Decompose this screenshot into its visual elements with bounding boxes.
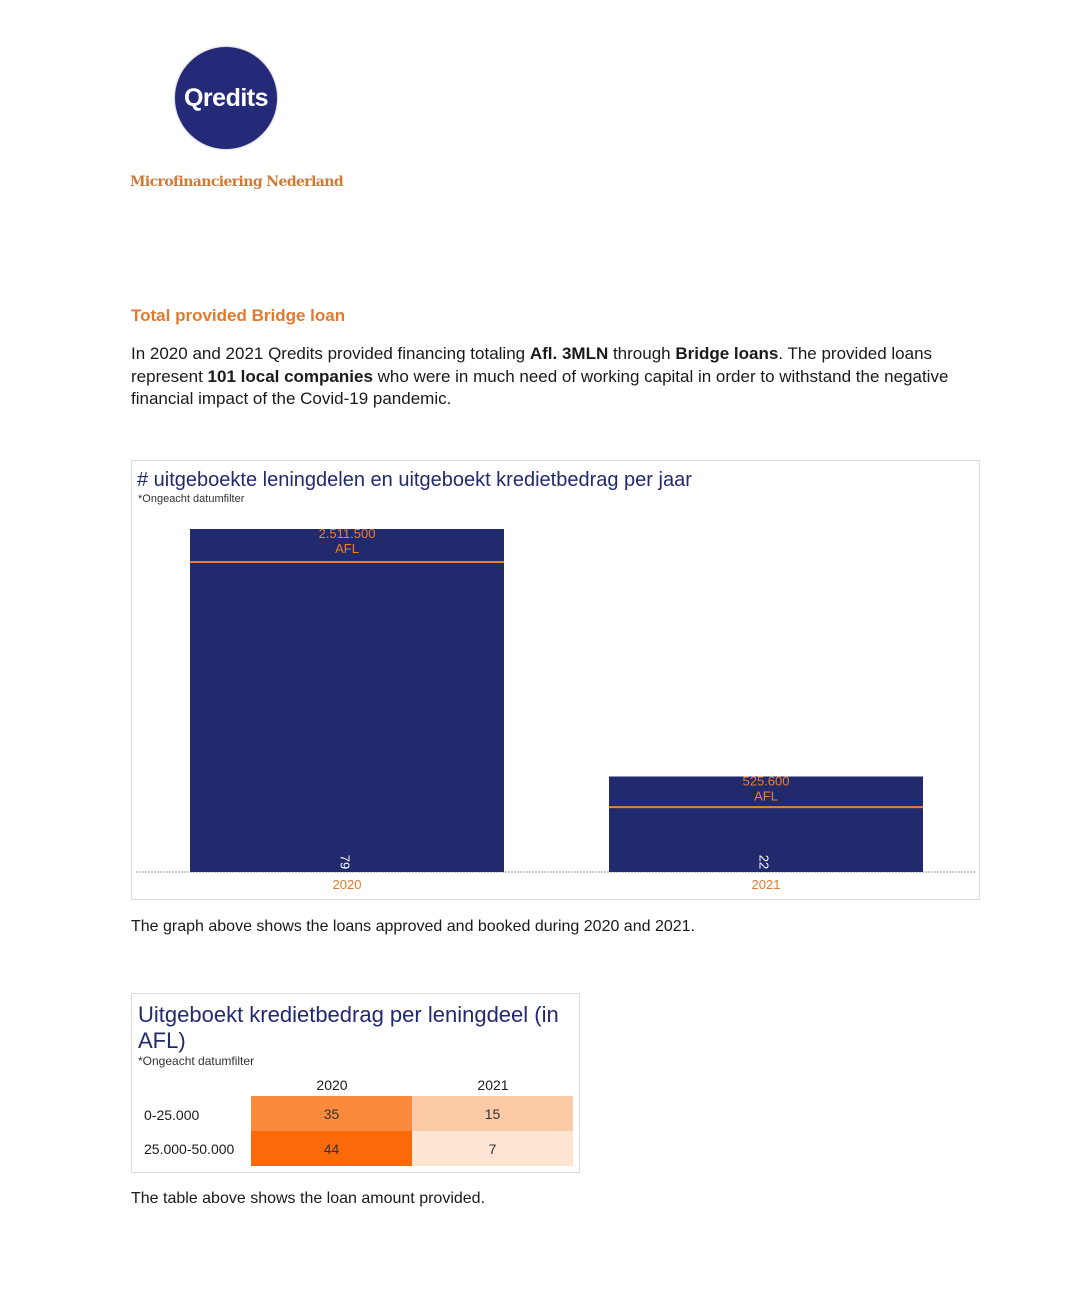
table-cell: 35 — [251, 1096, 412, 1131]
bar-2021 — [609, 776, 923, 872]
intro-paragraph: In 2020 and 2021 Qredits provided financ… — [131, 343, 991, 411]
intro-text: through — [608, 344, 676, 363]
row-label: 0-25.000 — [144, 1107, 200, 1123]
x-tick-label: 2021 — [752, 877, 781, 892]
table-cell: 44 — [251, 1131, 412, 1166]
count-label: 22 — [757, 855, 772, 869]
column-header: 2020 — [316, 1077, 348, 1093]
x-tick-label: 2020 — [333, 877, 362, 892]
count-label: 79 — [338, 855, 353, 869]
amount-label: AFL — [335, 541, 359, 556]
table-cell: 7 — [412, 1131, 573, 1166]
table-subtitle: *Ongeacht datumfilter — [138, 1054, 255, 1068]
chart-caption: The graph above shows the loans approved… — [131, 918, 695, 935]
tagline: Microfinanciering Nederland — [130, 174, 344, 190]
table-cell: 15 — [412, 1096, 573, 1131]
section-heading: Total provided Bridge loan — [131, 306, 346, 325]
heat-table: Uitgeboekt kredietbedrag per leningdeel … — [131, 993, 580, 1173]
amount-label: 2.511.500 — [319, 526, 376, 541]
table-title: Uitgeboekt kredietbedrag per leningdeel … — [138, 1002, 559, 1053]
chart-subtitle: *Ongeacht datumfilter — [138, 493, 245, 505]
intro-text: In 2020 and 2021 Qredits provided financ… — [131, 344, 530, 363]
amount-label: 525.600 — [743, 773, 790, 788]
bar-chart: # uitgeboekte leningdelen en uitgeboekt … — [131, 460, 980, 900]
table-caption: The table above shows the loan amount pr… — [131, 1190, 486, 1207]
row-label: 25.000-50.000 — [144, 1141, 235, 1157]
intro-text: Afl. 3MLN — [529, 344, 609, 363]
intro-text: Bridge loans — [675, 344, 779, 363]
amount-label: AFL — [754, 788, 778, 803]
chart-title: # uitgeboekte leningdelen en uitgeboekt … — [137, 469, 692, 491]
intro-text: . The provided loans represent — [131, 344, 933, 386]
logo-text: Qredits — [183, 83, 269, 112]
qredits-logo: Qredits — [175, 47, 277, 149]
intro-text: who were in much need of working capital… — [131, 366, 949, 409]
intro-text: 101 local companies — [207, 366, 373, 386]
bar-2020 — [190, 529, 504, 872]
column-header: 2021 — [477, 1077, 509, 1093]
